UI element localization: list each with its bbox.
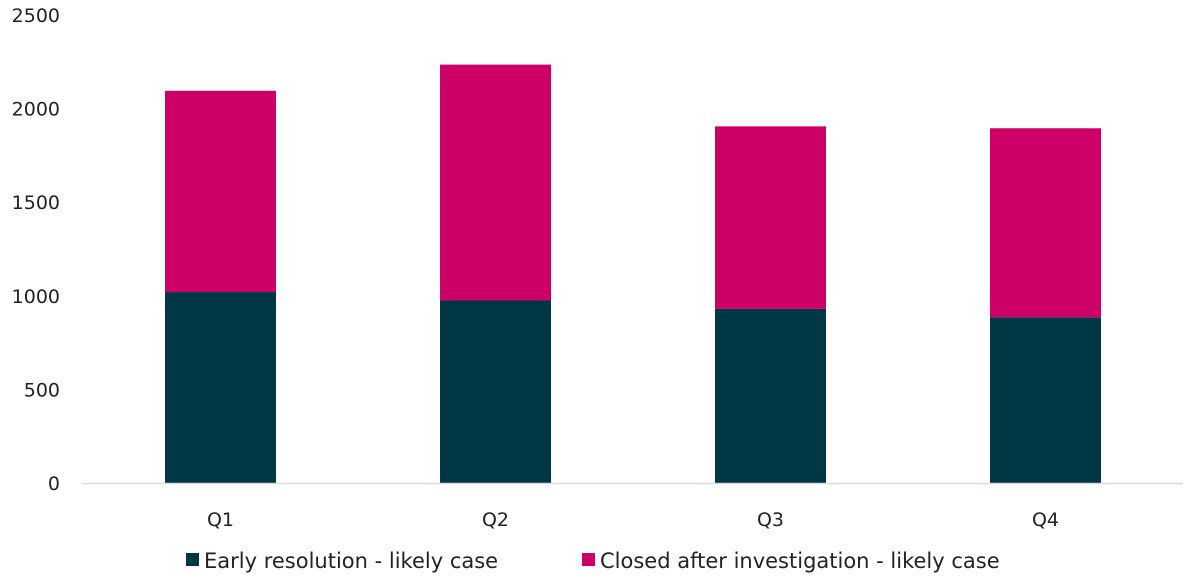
bar-segment-q1-series-2 — [165, 90, 276, 293]
bar-segment-q2-series-1 — [440, 300, 551, 483]
y-axis: 0 500 1000 1500 2000 2500 — [12, 5, 60, 495]
bar-segment-q3-series-2 — [715, 126, 826, 309]
legend: Early resolution - likely case Closed aft… — [186, 549, 1000, 573]
bar-segment-q4-series-2 — [990, 128, 1101, 318]
legend-swatch-series-1 — [186, 553, 199, 566]
bar-segment-q3-series-1 — [715, 308, 826, 483]
x-tick-label: Q3 — [757, 509, 784, 531]
y-tick-label: 1000 — [12, 286, 60, 308]
x-axis: Q1 Q2 Q3 Q4 — [207, 509, 1059, 531]
legend-swatch-series-2 — [582, 553, 595, 566]
bar-segment-q4-series-1 — [990, 317, 1101, 483]
y-tick-label: 0 — [48, 473, 60, 495]
y-tick-label: 2000 — [12, 99, 60, 121]
bar-segment-q1-series-1 — [165, 292, 276, 483]
y-tick-label: 1500 — [12, 192, 60, 214]
legend-label-series-2: Closed after investigation - likely case — [600, 549, 1000, 573]
bar-segment-q2-series-2 — [440, 64, 551, 301]
y-tick-label: 500 — [24, 379, 60, 401]
bars — [165, 64, 1101, 483]
y-tick-label: 2500 — [12, 5, 60, 27]
x-tick-label: Q1 — [207, 509, 234, 531]
x-tick-label: Q4 — [1032, 509, 1059, 531]
x-tick-label: Q2 — [482, 509, 509, 531]
legend-label-series-1: Early resolution - likely case — [204, 549, 498, 573]
